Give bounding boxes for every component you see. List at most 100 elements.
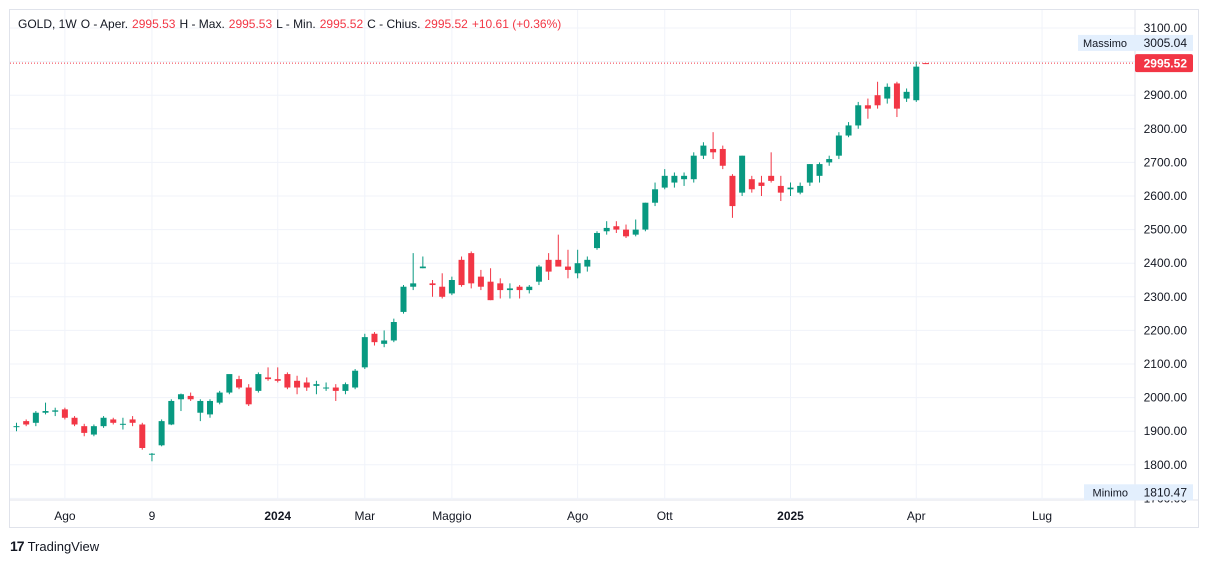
candle-body: [874, 95, 881, 106]
candle-body: [52, 410, 59, 412]
candle-down: [468, 251, 475, 289]
candle-body: [594, 232, 600, 249]
x-tick-label: Apr: [907, 509, 926, 523]
min-label-box: [1084, 484, 1193, 501]
x-tick-label: Mar: [354, 509, 375, 523]
candle-up: [835, 132, 842, 160]
candle-body: [100, 417, 107, 427]
candle-down: [564, 249, 571, 279]
last-price-text: 2995.52: [1144, 57, 1188, 71]
candle-body: [555, 259, 562, 267]
candle-up: [681, 172, 688, 186]
max-label-box: [1078, 34, 1193, 51]
candle-body: [400, 286, 407, 312]
candle-body: [545, 259, 552, 272]
candle-up: [594, 231, 600, 250]
candle-down: [81, 423, 88, 437]
candle-down: [758, 175, 765, 196]
candle-up: [158, 419, 165, 447]
candle-up: [806, 164, 813, 186]
candle-up: [652, 182, 659, 207]
low-key: L - Min.: [276, 17, 316, 31]
candle-body: [893, 83, 900, 109]
candle-body: [797, 185, 804, 193]
candle-body: [855, 105, 862, 126]
candle-body: [458, 259, 465, 286]
candle-up: [342, 382, 349, 395]
change-value: +10.61 (+0.36%): [471, 17, 562, 31]
candle-up: [797, 182, 804, 195]
candle-body: [535, 266, 542, 282]
candle-body: [700, 145, 707, 156]
candle-body: [216, 392, 223, 403]
candle-body: [371, 333, 378, 343]
candle-up: [255, 372, 262, 393]
candle-body: [748, 179, 755, 190]
candle-body: [603, 227, 610, 232]
tradingview-logo-icon: 17: [10, 538, 25, 554]
candle-up: [197, 399, 204, 422]
candle-up: [13, 422, 20, 432]
candle-body: [332, 387, 339, 391]
candle-body: [613, 226, 620, 230]
x-tick-label: Maggio: [432, 509, 472, 523]
candle-down: [545, 253, 552, 280]
candle-up: [177, 393, 184, 412]
candle-down: [516, 285, 523, 299]
candle-body: [739, 155, 746, 193]
candle-down: [439, 273, 446, 299]
candle-body: [32, 412, 39, 423]
candle-body: [729, 175, 736, 207]
candle-up: [100, 416, 107, 428]
candle-up: [410, 253, 417, 291]
candle-body: [168, 400, 175, 425]
candle-down: [110, 417, 117, 425]
high-value: 2995.53: [228, 17, 273, 31]
symbol-label[interactable]: GOLD, 1W: [18, 17, 77, 31]
y-tick-label: 1800.00: [1144, 458, 1188, 472]
candle-up: [535, 264, 542, 286]
candle-down: [768, 152, 775, 183]
candle-down: [729, 174, 736, 218]
candle-body: [90, 426, 97, 435]
candle-up: [584, 256, 591, 272]
candle-down: [139, 422, 146, 450]
candle-up: [506, 283, 513, 299]
candle-body: [681, 175, 688, 180]
candle-down: [187, 392, 194, 401]
candle-body: [903, 91, 910, 99]
y-tick-label: 1900.00: [1144, 424, 1188, 438]
candle-up: [226, 374, 233, 395]
x-tick-label: Ott: [657, 509, 674, 523]
tradingview-watermark[interactable]: 17 TradingView: [10, 538, 99, 554]
candle-down: [613, 221, 620, 233]
candle-up: [574, 249, 581, 279]
close-value: 2995.52: [424, 17, 468, 31]
tradingview-text: TradingView: [27, 538, 100, 554]
y-tick-label: 2200.00: [1144, 323, 1188, 337]
candle-body: [197, 400, 204, 413]
candle-up: [913, 61, 920, 102]
candle-up: [739, 155, 746, 196]
candle-body: [148, 453, 155, 455]
candle-down: [864, 98, 871, 119]
candle-body: [381, 340, 388, 344]
candle-body: [574, 263, 581, 274]
candle-down: [487, 268, 494, 301]
candle-body: [816, 164, 823, 176]
candle-up: [313, 380, 320, 395]
candle-body: [564, 266, 571, 270]
candle-body: [390, 322, 397, 341]
candle-body: [468, 253, 475, 284]
candle-body: [477, 276, 484, 287]
candle-up: [381, 330, 388, 348]
candle-up: [52, 407, 59, 417]
candle-body: [661, 175, 668, 188]
candle-body: [323, 387, 330, 389]
candle-up: [816, 162, 823, 183]
candle-body: [119, 423, 126, 425]
candle-down: [710, 132, 717, 160]
candle-body: [313, 384, 320, 386]
candle-up: [661, 169, 668, 190]
